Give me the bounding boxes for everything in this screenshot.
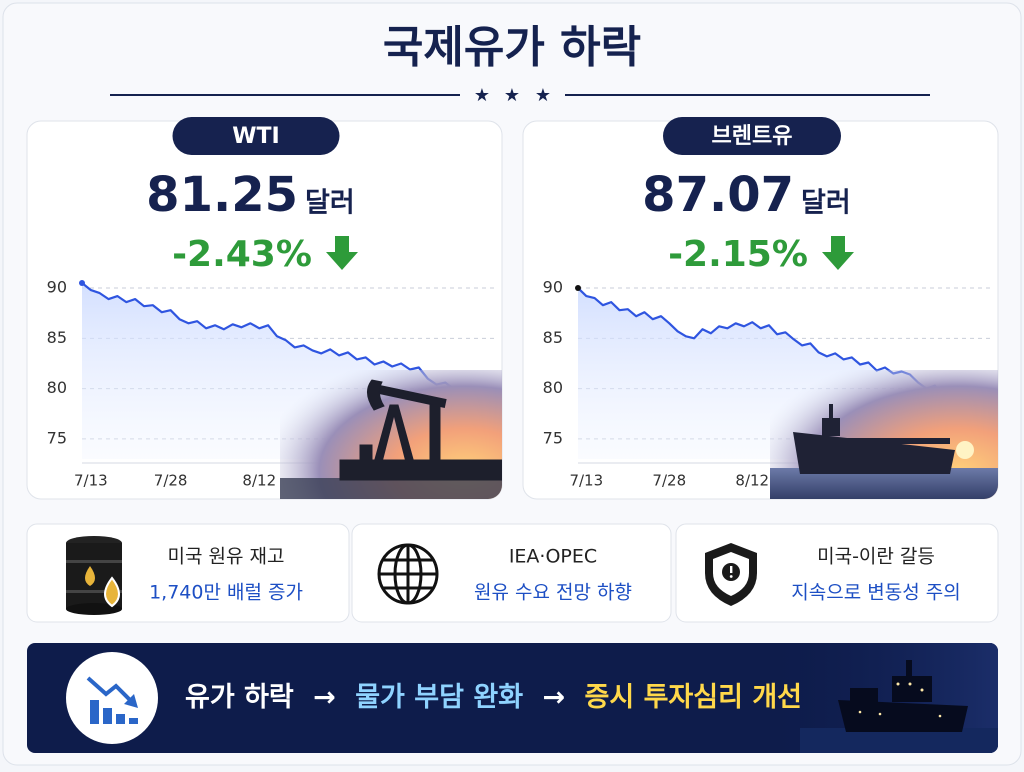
info-boxes: 미국 원유 재고 1,740만 배럴 증가 IEA·OPEC 원유 수요 전망 …	[26, 523, 999, 623]
card-label: WTI	[232, 124, 279, 149]
globe-icon	[377, 543, 439, 605]
y-tick-label: 75	[543, 428, 563, 447]
oil-pump-image	[280, 370, 502, 499]
info-title: 미국-이란 갈등	[817, 546, 935, 568]
info-box	[675, 523, 999, 623]
start-point	[79, 280, 85, 287]
banner-arrow: →	[542, 682, 565, 713]
banner-part: 증시 투자심리 개선	[584, 682, 802, 713]
x-tick-label: 7/13	[74, 472, 108, 490]
price-unit: 달러	[801, 188, 851, 219]
banner-text: 유가 하락 → 물가 부담 완화 → 증시 투자심리 개선	[185, 682, 802, 713]
y-tick-label: 90	[47, 278, 67, 297]
info-box	[351, 523, 672, 623]
chart-down-icon	[86, 676, 138, 724]
banner-arrow: →	[313, 682, 336, 713]
info-title: IEA·OPEC	[509, 546, 597, 568]
svg-text:★: ★	[535, 85, 551, 106]
card-label-pill	[172, 117, 340, 155]
banner-part: 유가 하락	[185, 682, 294, 713]
svg-text:★: ★	[504, 85, 520, 106]
start-point	[575, 285, 581, 292]
svg-text:★: ★	[474, 85, 490, 106]
x-tick-label: 7/28	[154, 472, 188, 490]
down-arrow	[326, 236, 358, 270]
change: -2.15%	[668, 234, 808, 275]
barrel-icon	[66, 536, 122, 615]
price: 87.07	[642, 167, 794, 223]
x-tick-label: 8/12	[242, 472, 276, 490]
page-title: 국제유가 하락	[383, 22, 641, 73]
y-tick-label: 80	[47, 378, 67, 397]
down-arrow	[822, 236, 854, 270]
y-tick-label: 85	[543, 328, 563, 347]
price-unit: 달러	[305, 188, 355, 219]
change: -2.43%	[172, 234, 312, 275]
y-tick-label: 80	[543, 378, 563, 397]
title-ornament: ★ ★ ★	[110, 85, 930, 106]
price: 81.25	[146, 167, 298, 223]
tanker-image	[770, 370, 998, 499]
y-tick-label: 90	[543, 278, 563, 297]
y-tick-label: 85	[47, 328, 67, 347]
banner-part: 물가 부담 완화	[355, 682, 523, 713]
info-detail: 지속으로 변동성 주의	[791, 582, 960, 604]
card-label: 브렌트유	[712, 124, 793, 149]
banner: 유가 하락 → 물가 부담 완화 → 증시 투자심리 개선	[27, 643, 998, 753]
x-tick-label: 8/12	[735, 472, 769, 490]
card-label-pill	[663, 117, 841, 155]
shield-icon	[705, 543, 757, 606]
y-tick-label: 75	[47, 428, 67, 447]
info-detail: 원유 수요 전망 하향	[474, 582, 632, 604]
info-detail: 1,740만 배럴 증가	[149, 582, 303, 604]
info-title: 미국 원유 재고	[168, 546, 285, 568]
x-tick-label: 7/28	[652, 472, 686, 490]
line	[81, 282, 473, 397]
x-tick-label: 7/13	[569, 472, 603, 490]
